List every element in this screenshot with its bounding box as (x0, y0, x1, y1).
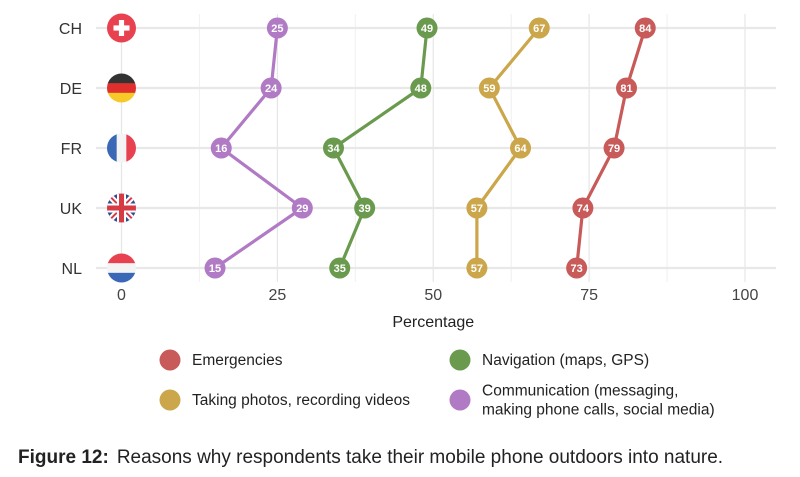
data-label: 79 (608, 143, 620, 155)
french-flag-icon (107, 133, 136, 163)
legend: Emergencies Navigation (maps, GPS) Taking … (159, 349, 715, 419)
data-label: 15 (209, 263, 221, 275)
category-label: FR (61, 141, 82, 158)
x-tick-label: 50 (424, 287, 442, 304)
data-point (210, 137, 232, 159)
data-point (260, 77, 282, 99)
data-label: 84 (639, 23, 652, 35)
caption-text: Reasons why respondents take their mobil… (116, 447, 724, 468)
data-point (634, 17, 656, 39)
legend-label: Emergencies (192, 352, 283, 369)
category-label: DE (60, 81, 82, 98)
data-point (572, 197, 594, 219)
data-label: 64 (514, 143, 527, 155)
data-label: 67 (533, 23, 545, 35)
data-point (291, 197, 313, 219)
data-point (478, 77, 500, 99)
german-flag-icon (107, 73, 136, 103)
data-point (466, 257, 488, 279)
data-points: 84 81 79 74 73 49 48 34 39 35 67 59 64 57 57 25 24 16 29 15 (204, 17, 656, 279)
x-tick-label: 75 (580, 287, 598, 304)
data-label: 25 (271, 23, 283, 35)
grid-lines (96, 14, 776, 282)
data-point (616, 77, 638, 99)
data-point (603, 137, 625, 159)
x-tick-label: 100 (732, 287, 759, 304)
x-axis-title: Percentage (392, 314, 474, 331)
data-point (510, 137, 532, 159)
data-point (354, 197, 376, 219)
category-label: CH (59, 21, 82, 38)
category-label: NL (62, 261, 83, 278)
data-label: 48 (415, 83, 427, 95)
uk-flag-icon (107, 193, 136, 223)
legend-label: Navigation (maps, GPS) (482, 352, 649, 369)
data-label: 34 (327, 143, 340, 155)
data-label: 49 (421, 23, 433, 35)
x-tick-label: 25 (268, 287, 286, 304)
data-label: 39 (359, 203, 371, 215)
category-label: UK (60, 201, 83, 218)
data-point (322, 137, 344, 159)
dot-plot-chart: 84 81 79 74 73 49 48 34 39 35 67 59 64 57 57 25 24 16 29 15… (59, 13, 776, 419)
data-label: 24 (265, 83, 278, 95)
caption-label: Figure 12: (18, 447, 109, 468)
data-label: 59 (483, 83, 495, 95)
data-label: 74 (577, 203, 590, 215)
legend-label: Communication (messaging, (482, 383, 678, 400)
data-label: 29 (296, 203, 308, 215)
data-point (528, 17, 550, 39)
data-point (416, 17, 438, 39)
data-point (466, 197, 488, 219)
axes-labels: CH DE FR UK NL 0 25 50 75 100 Percentage (59, 21, 759, 331)
x-tick-label: 0 (117, 287, 126, 304)
data-point (410, 77, 432, 99)
data-point (329, 257, 351, 279)
data-label: 73 (571, 263, 583, 275)
data-label: 57 (471, 203, 483, 215)
country-flags (107, 13, 136, 283)
legend-swatch (449, 349, 471, 371)
data-point (566, 257, 588, 279)
data-label: 35 (334, 263, 346, 275)
data-label: 16 (215, 143, 227, 155)
data-point (266, 17, 288, 39)
legend-label: Taking photos, recording videos (192, 392, 410, 409)
data-point (204, 257, 226, 279)
swiss-flag-icon (107, 13, 136, 43)
legend-swatch (159, 389, 181, 411)
legend-swatch (449, 389, 471, 411)
data-label: 81 (620, 83, 632, 95)
legend-label: making phone calls, social media) (482, 402, 715, 419)
dutch-flag-icon (107, 253, 136, 283)
legend-swatch (159, 349, 181, 371)
figure-caption: Figure 12: Reasons why respondents take t… (18, 447, 723, 469)
data-label: 57 (471, 263, 483, 275)
